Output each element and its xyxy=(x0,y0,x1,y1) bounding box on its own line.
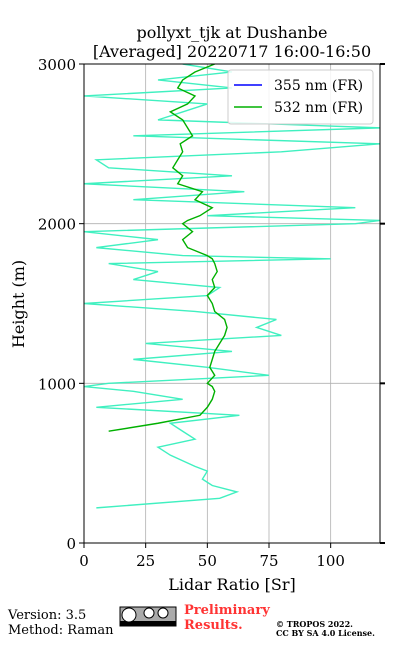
preliminary: Preliminary xyxy=(184,603,270,618)
legend-label: 532 nm (FR) xyxy=(274,100,363,116)
version: Version: 3.5 xyxy=(7,608,86,623)
x-tick-label: 0 xyxy=(79,552,89,570)
x-axis-label: Lidar Ratio [Sr] xyxy=(168,575,296,594)
x-tick-label: 100 xyxy=(316,552,345,570)
chart-title: pollyxt_tjk at Dushanbe xyxy=(136,23,327,42)
copyright: CC BY SA 4.0 License. xyxy=(276,628,375,638)
preliminary: Results. xyxy=(184,618,243,633)
y-tick-label: 3000 xyxy=(38,56,76,74)
y-tick-label: 1000 xyxy=(38,375,76,393)
plot-frame xyxy=(83,63,381,544)
x-tick-label: 75 xyxy=(259,552,278,570)
x-tick-label: 25 xyxy=(136,552,155,570)
y-tick-label: 2000 xyxy=(38,216,76,234)
series-line xyxy=(108,64,228,432)
legend-box xyxy=(227,69,374,125)
chart-title: [Averaged] 20220717 16:00-16:50 xyxy=(93,42,371,61)
x-tick-label: 50 xyxy=(198,552,217,570)
y-axis-label: Height (m) xyxy=(9,260,28,348)
legend-label: 355 nm (FR) xyxy=(274,78,363,94)
cc-badge xyxy=(119,606,177,627)
method: Method: Raman xyxy=(8,623,114,638)
copyright: © TROPOS 2022. xyxy=(276,619,353,629)
y-tick-label: 0 xyxy=(66,535,76,553)
series-line xyxy=(84,64,380,509)
